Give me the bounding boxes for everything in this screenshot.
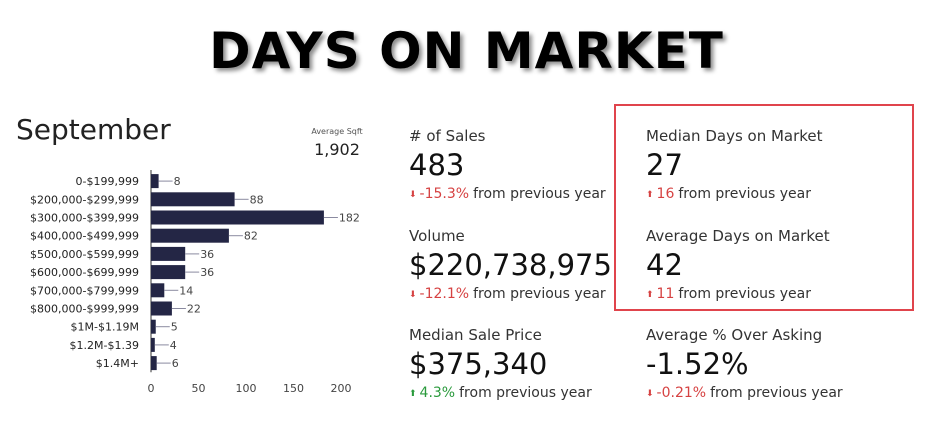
up-arrow-icon: ⬆ <box>646 290 654 300</box>
down-arrow-icon: ⬇ <box>409 290 417 300</box>
volume-change-suffix: from previous year <box>473 286 606 302</box>
average-dom-change-suffix: from previous year <box>678 286 811 302</box>
over-asking-change-value: -0.21% <box>656 385 707 401</box>
down-arrow-icon: ⬇ <box>646 389 654 399</box>
category-label: $1.4M+ <box>96 357 139 370</box>
month-title: September <box>16 113 171 146</box>
x-tick-label: 200 <box>331 382 352 395</box>
over-asking-label: Average % Over Asking <box>646 326 823 344</box>
bar <box>151 210 324 225</box>
category-label: $600,000-$699,999 <box>30 266 139 279</box>
data-label: 6 <box>172 357 179 370</box>
sales-change-suffix: from previous year <box>473 186 606 202</box>
category-label: $200,000-$299,999 <box>30 193 139 206</box>
metric-volume: Volume $220,738,975 ⬇ -12.1% from previous… <box>409 227 612 302</box>
metric-over-asking: Average % Over Asking -1.52% ⬇ -0.21% from… <box>646 326 843 401</box>
data-label: 5 <box>171 321 178 334</box>
avg-sqft-value: 1,902 <box>314 140 360 159</box>
median-dom-change-value: 16 <box>656 186 675 202</box>
average-dom-change: ⬆ 11 from previous year <box>646 286 830 302</box>
bar <box>151 283 165 298</box>
median-dom-change-suffix: from previous year <box>678 186 811 202</box>
bar <box>151 228 229 243</box>
data-label: 4 <box>170 339 177 352</box>
median-dom-change: ⬆ 16 from previous year <box>646 186 823 202</box>
category-label: $500,000-$599,999 <box>30 248 139 261</box>
metric-median-dom: Median Days on Market 27 ⬆ 16 from previou… <box>646 127 823 202</box>
up-arrow-icon: ⬆ <box>409 389 417 399</box>
average-dom-value: 42 <box>646 248 683 282</box>
average-dom-label: Average Days on Market <box>646 227 830 245</box>
median-dom-label: Median Days on Market <box>646 127 823 145</box>
over-asking-value: -1.52% <box>646 347 749 381</box>
category-label: 0-$199,999 <box>76 175 139 188</box>
data-label: 36 <box>200 248 214 261</box>
down-arrow-icon: ⬇ <box>409 190 417 200</box>
bar <box>151 265 186 280</box>
days-on-market-highlight-box <box>614 104 914 311</box>
metric-sales: # of Sales 483 ⬇ -15.3% from previous year <box>409 127 606 202</box>
category-label: $400,000-$499,999 <box>30 230 139 243</box>
x-tick-label: 0 <box>148 382 155 395</box>
avg-sqft-label: Average Sqft <box>311 127 363 136</box>
bar <box>151 192 235 207</box>
data-label: 14 <box>179 284 193 297</box>
data-label: 88 <box>250 193 264 206</box>
data-label: 182 <box>339 212 360 225</box>
metric-median-price: Median Sale Price $375,340 ⬆ 4.3% from pre… <box>409 326 592 401</box>
over-asking-change: ⬇ -0.21% from previous year <box>646 385 843 401</box>
metric-average-dom: Average Days on Market 42 ⬆ 11 from previo… <box>646 227 830 302</box>
data-label: 36 <box>200 266 214 279</box>
median-price-change: ⬆ 4.3% from previous year <box>409 385 592 401</box>
category-label: $700,000-$799,999 <box>30 284 139 297</box>
volume-value: $220,738,975 <box>409 248 612 282</box>
sales-label: # of Sales <box>409 127 486 145</box>
bar <box>151 301 172 316</box>
data-label: 82 <box>244 230 258 243</box>
bar <box>151 356 157 371</box>
sales-change: ⬇ -15.3% from previous year <box>409 186 606 202</box>
median-price-change-suffix: from previous year <box>459 385 592 401</box>
category-label: $300,000-$399,999 <box>30 212 139 225</box>
average-dom-change-value: 11 <box>656 286 675 302</box>
sales-change-value: -15.3% <box>419 186 470 202</box>
x-tick-label: 100 <box>236 382 257 395</box>
up-arrow-icon: ⬆ <box>646 190 654 200</box>
category-label: $1.2M-$1.39 <box>70 339 139 352</box>
page-headline: DAYS ON MARKET <box>209 22 724 80</box>
x-tick-label: 50 <box>192 382 206 395</box>
volume-label: Volume <box>409 227 465 245</box>
bar <box>151 246 186 261</box>
median-dom-value: 27 <box>646 148 683 182</box>
volume-change: ⬇ -12.1% from previous year <box>409 286 612 302</box>
bar <box>151 174 159 189</box>
category-label: $1M-$1.19M <box>71 321 139 334</box>
data-label: 8 <box>174 175 181 188</box>
sales-value: 483 <box>409 148 465 182</box>
volume-change-value: -12.1% <box>419 286 470 302</box>
median-price-value: $375,340 <box>409 347 548 381</box>
median-price-change-value: 4.3% <box>419 385 456 401</box>
bar <box>151 319 156 334</box>
bar <box>151 337 155 352</box>
data-label: 22 <box>187 303 201 316</box>
median-price-label: Median Sale Price <box>409 326 542 344</box>
price-range-bar-chart: 0-$199,999 8 $200,000-$299,999 88 $300,000-$… <box>30 170 360 395</box>
x-tick-label: 150 <box>283 382 304 395</box>
category-label: $800,000-$999,999 <box>30 303 139 316</box>
over-asking-change-suffix: from previous year <box>710 385 843 401</box>
